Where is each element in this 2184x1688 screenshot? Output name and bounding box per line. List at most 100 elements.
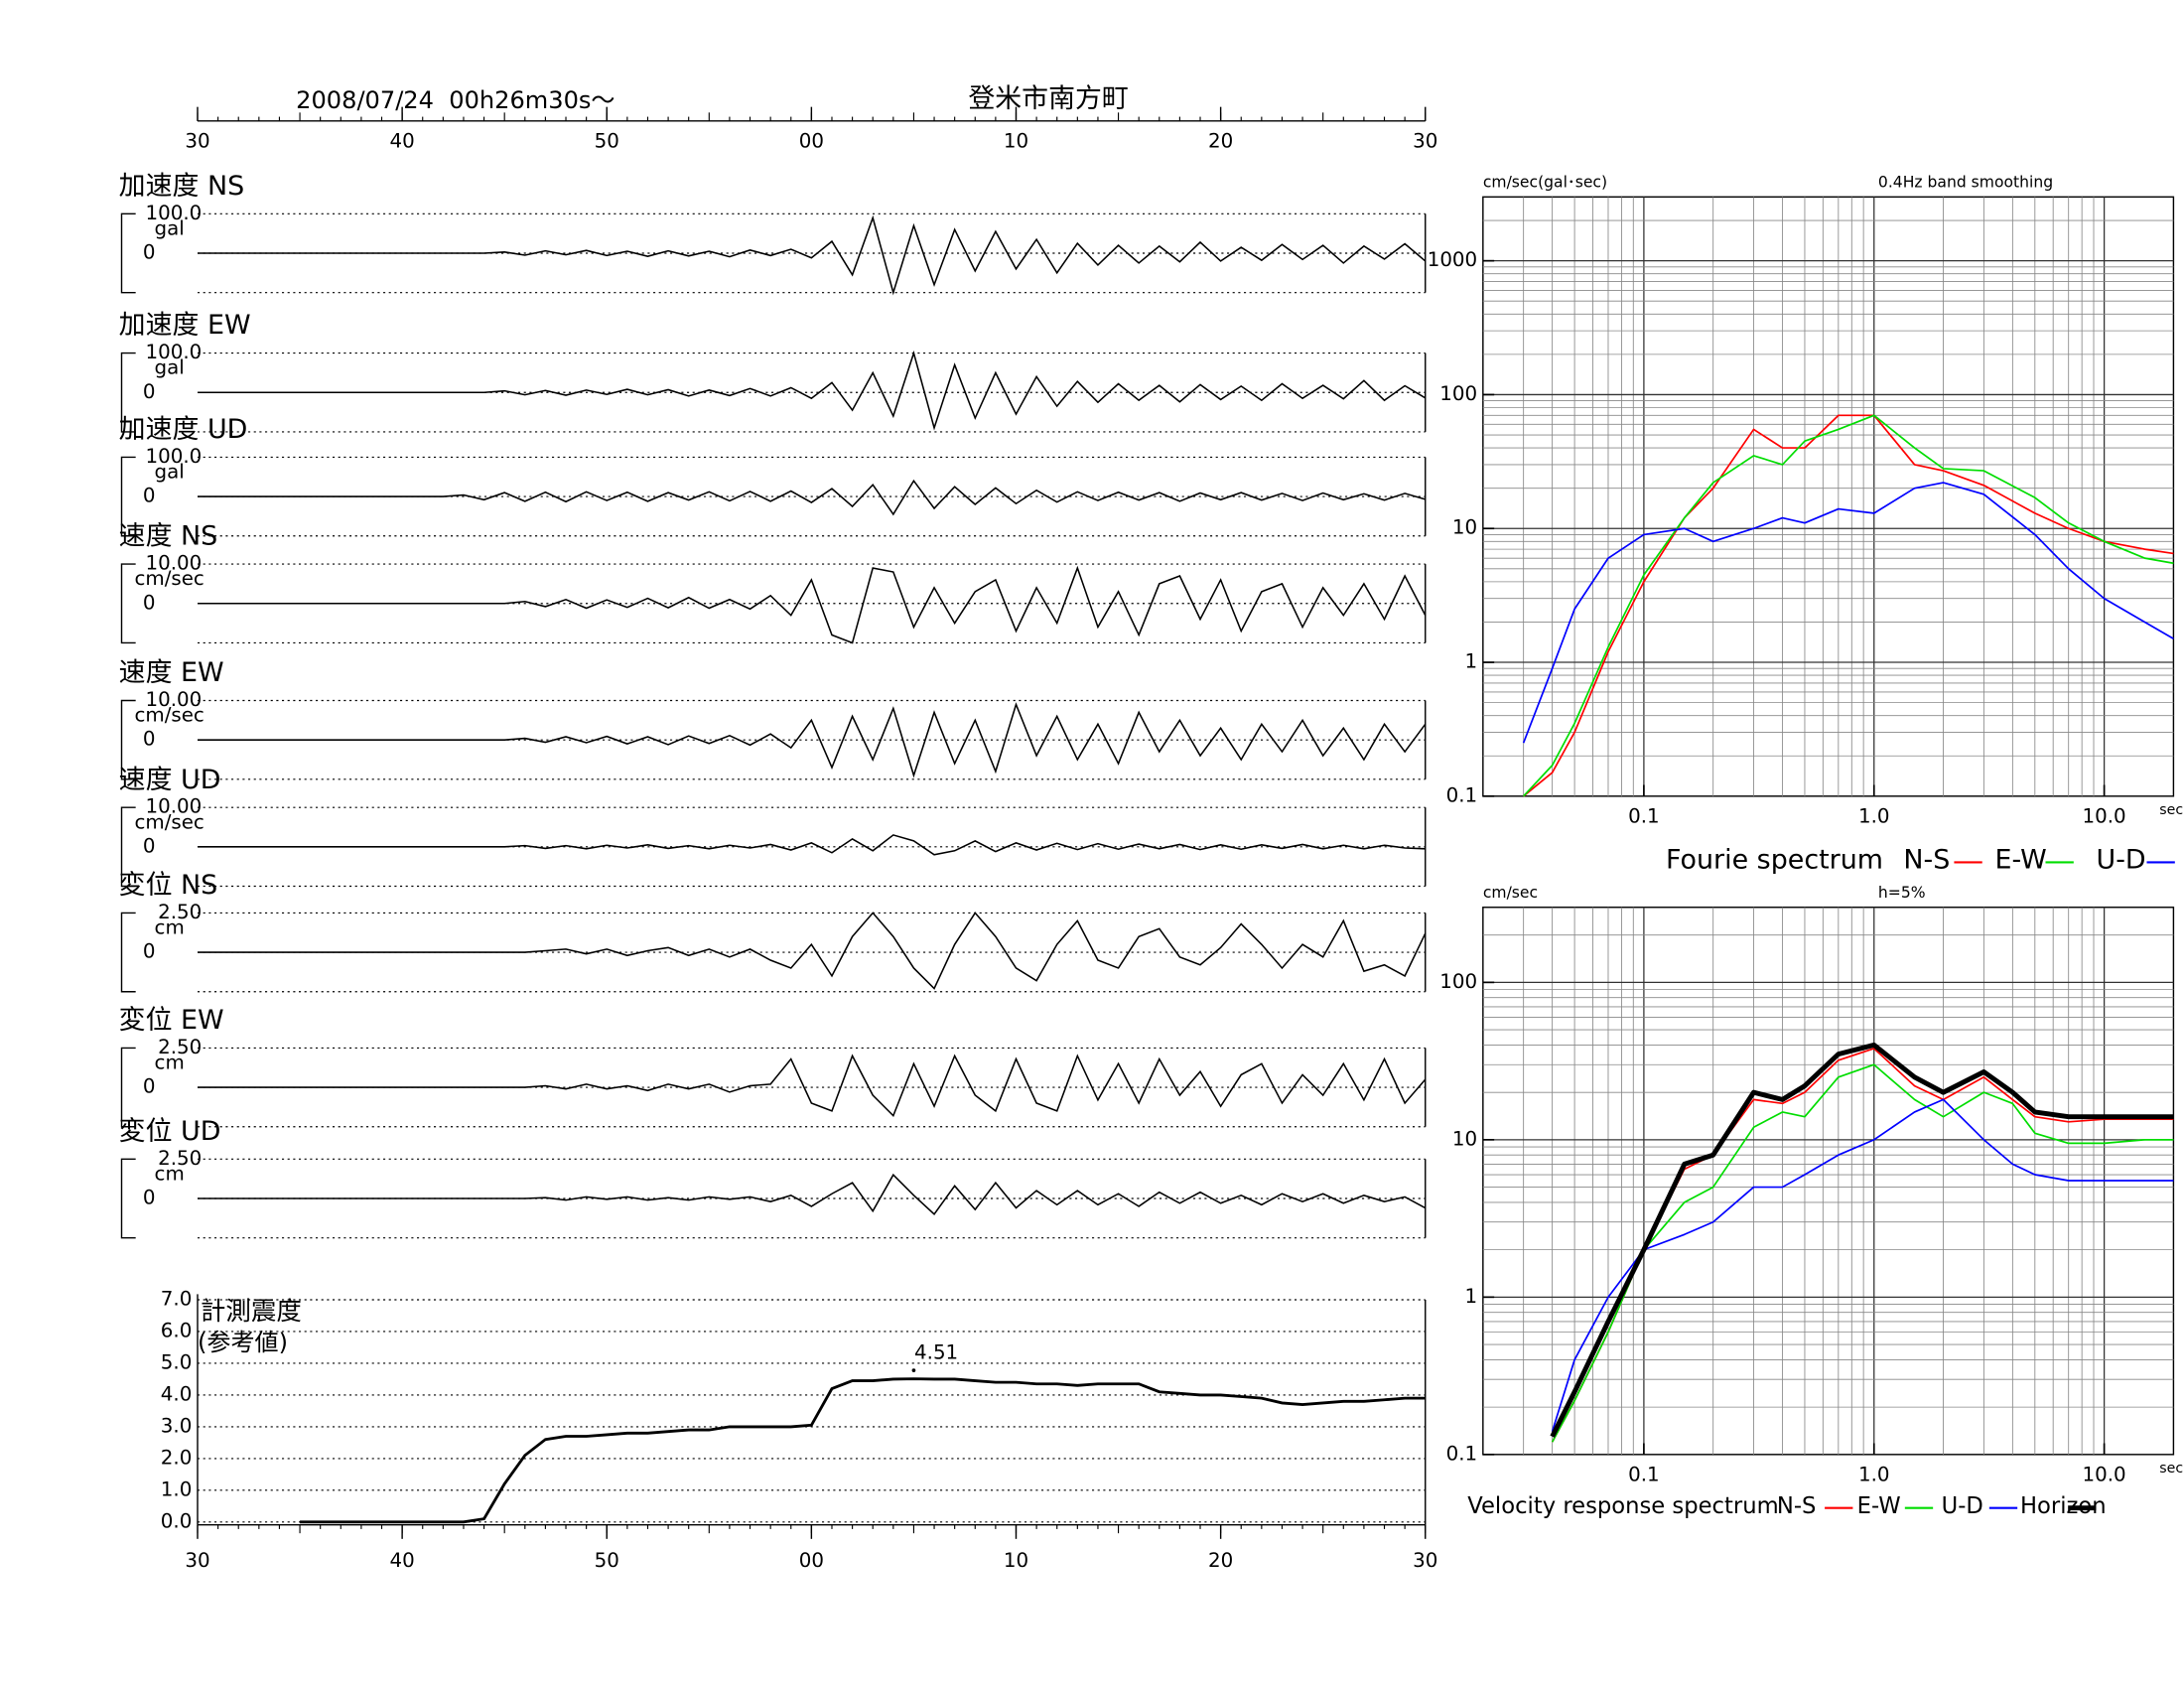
waveform bbox=[198, 912, 1427, 990]
y-tick-label: 100.0 bbox=[145, 341, 202, 363]
panel-title: 速度 EW bbox=[119, 657, 224, 688]
y-tick-label: 0 bbox=[143, 241, 156, 264]
legend-label: U-D bbox=[2097, 845, 2146, 876]
waveform bbox=[198, 214, 1427, 296]
y-tick-label: 0 bbox=[143, 834, 156, 857]
panel-bracket bbox=[120, 806, 136, 888]
max-label: 4.51 bbox=[914, 1341, 958, 1364]
y-tick-label: 2.0 bbox=[161, 1446, 193, 1469]
subtitle: 0.4Hz band smoothing bbox=[1878, 174, 2053, 192]
panel-bracket bbox=[120, 1047, 136, 1128]
legend-label: E-W bbox=[1857, 1493, 1901, 1519]
x-tick-label: 10.0 bbox=[2083, 1464, 2126, 1486]
y-tick-label: 0 bbox=[143, 728, 156, 751]
panel-bracket bbox=[120, 352, 136, 433]
station-name: 登米市南方町 bbox=[968, 83, 1128, 114]
time-tick-label: 40 bbox=[390, 1549, 415, 1572]
y-tick-label: 4.0 bbox=[161, 1382, 193, 1405]
record-title: 2008/07/24 00h26m30s〜 bbox=[296, 86, 614, 114]
panel-unit: cm/sec bbox=[135, 810, 205, 833]
x-axis-unit: sec bbox=[2159, 1461, 2183, 1477]
y-tick-label: 0 bbox=[143, 591, 156, 614]
spectrum-line bbox=[1523, 414, 2174, 797]
panel-unit: cm/sec bbox=[135, 567, 205, 590]
y-tick-label: 2.50 bbox=[158, 1036, 202, 1058]
y-tick-label: 100.0 bbox=[145, 202, 202, 224]
y-tick-label: 2.50 bbox=[158, 1147, 202, 1170]
x-tick-label: 1.0 bbox=[1858, 1464, 1890, 1486]
waveform bbox=[198, 1173, 1427, 1216]
spectrum-line bbox=[1523, 414, 2174, 797]
intensity-subtitle: (参考値) bbox=[198, 1329, 288, 1356]
panel-title: 変位 UD bbox=[119, 1116, 221, 1147]
panel-unit: cm/sec bbox=[135, 704, 205, 727]
panel-bracket bbox=[120, 563, 136, 644]
y-tick-label: 10 bbox=[1452, 516, 1477, 539]
panel-bracket bbox=[120, 699, 136, 780]
y-tick-label: 6.0 bbox=[161, 1319, 193, 1341]
plot-frame bbox=[1482, 907, 2175, 1456]
legend-title: Velocity response spectrum bbox=[1467, 1493, 1778, 1519]
panel-title: 変位 EW bbox=[119, 1005, 224, 1036]
time-tick-label: 30 bbox=[1413, 130, 1437, 153]
subtitle: h=5% bbox=[1878, 884, 1926, 902]
panel-unit: gal bbox=[155, 356, 185, 379]
y-tick-label: 0 bbox=[143, 1075, 156, 1098]
time-tick-label: 20 bbox=[1208, 130, 1233, 153]
x-tick-label: 10.0 bbox=[2083, 805, 2126, 828]
x-tick-label: 0.1 bbox=[1628, 805, 1660, 828]
time-tick-label: 00 bbox=[799, 130, 824, 153]
time-tick-label: 30 bbox=[1413, 1549, 1437, 1572]
time-tick-label: 10 bbox=[1004, 1549, 1028, 1572]
y-tick-label: 10.00 bbox=[145, 552, 202, 575]
panel-bracket bbox=[120, 912, 136, 993]
y-tick-label: 1.0 bbox=[161, 1477, 193, 1500]
y-tick-label: 1000 bbox=[1428, 248, 1477, 271]
panel-bracket bbox=[120, 212, 136, 294]
y-tick-label: 0 bbox=[143, 485, 156, 507]
y-tick-label: 10.00 bbox=[145, 795, 202, 818]
waveform bbox=[198, 350, 1427, 431]
y-axis-unit: cm/sec(gal･sec) bbox=[1483, 174, 1607, 192]
waveform bbox=[198, 834, 1426, 856]
waveform bbox=[198, 702, 1427, 778]
legend-label: U-D bbox=[1942, 1493, 1983, 1519]
panel-title: 速度 UD bbox=[119, 765, 221, 795]
y-tick-label: 2.50 bbox=[158, 901, 202, 923]
panel-unit: cm bbox=[155, 916, 185, 939]
y-tick-label: 5.0 bbox=[161, 1350, 193, 1373]
y-tick-label: 100.0 bbox=[145, 445, 202, 468]
spectrum-line bbox=[1522, 482, 2174, 744]
waveform bbox=[198, 479, 1426, 516]
y-tick-label: 0 bbox=[143, 380, 156, 403]
spectrum-line bbox=[1551, 1063, 2174, 1443]
time-tick-label: 30 bbox=[185, 1549, 209, 1572]
y-axis-unit: cm/sec bbox=[1483, 884, 1538, 902]
y-tick-label: 0.1 bbox=[1446, 783, 1478, 806]
legend-label: N-S bbox=[1903, 845, 1950, 876]
intensity-title: 計測震度 bbox=[201, 1297, 302, 1327]
time-tick-label: 50 bbox=[595, 1549, 619, 1572]
panel-unit: gal bbox=[155, 216, 185, 239]
time-tick-label: 10 bbox=[1004, 130, 1028, 153]
plot-frame bbox=[1482, 196, 2175, 797]
panel-unit: cm bbox=[155, 1052, 185, 1074]
y-tick-label: 10 bbox=[1452, 1127, 1477, 1150]
y-tick-label: 0 bbox=[143, 940, 156, 963]
panel-unit: cm bbox=[155, 1162, 185, 1185]
max-marker bbox=[911, 1368, 916, 1372]
x-tick-label: 1.0 bbox=[1858, 805, 1890, 828]
y-tick-label: 7.0 bbox=[161, 1288, 193, 1311]
y-tick-label: 0.1 bbox=[1446, 1442, 1478, 1465]
time-tick-label: 50 bbox=[595, 130, 619, 153]
time-tick-label: 00 bbox=[799, 1549, 824, 1572]
legend-title: Fourie spectrum bbox=[1666, 845, 1883, 876]
panel-title: 速度 NS bbox=[119, 521, 218, 552]
x-tick-label: 0.1 bbox=[1628, 1464, 1660, 1486]
legend-label: E-W bbox=[1995, 845, 2047, 876]
y-tick-label: 1 bbox=[1465, 650, 1478, 673]
panel-title: 加速度 UD bbox=[119, 414, 248, 445]
y-tick-label: 0 bbox=[143, 1187, 156, 1209]
